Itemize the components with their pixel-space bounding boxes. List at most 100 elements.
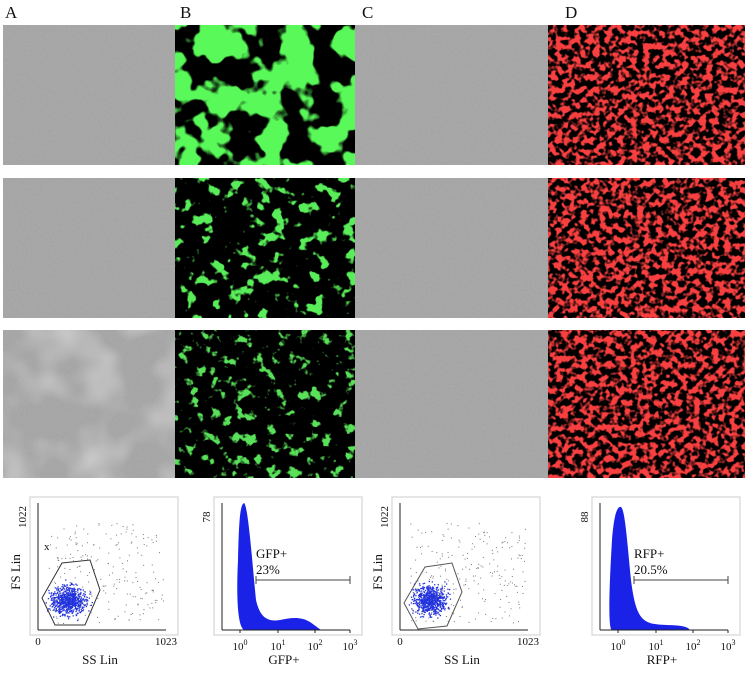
event <box>72 594 75 597</box>
event <box>64 585 66 587</box>
event <box>434 612 437 615</box>
event <box>91 601 93 604</box>
event <box>66 593 69 595</box>
event <box>66 615 69 617</box>
event <box>430 594 433 597</box>
event <box>429 615 431 617</box>
event <box>433 595 436 598</box>
event <box>54 592 56 595</box>
event <box>421 587 423 589</box>
event <box>143 537 145 539</box>
event <box>87 558 89 560</box>
event <box>418 583 421 585</box>
event <box>65 596 68 599</box>
event <box>421 590 423 592</box>
event <box>508 601 510 603</box>
event <box>88 610 90 612</box>
event <box>426 586 428 588</box>
event <box>434 603 436 605</box>
event <box>427 586 429 589</box>
event <box>60 601 63 603</box>
event <box>429 588 432 590</box>
event <box>143 543 145 545</box>
event <box>64 593 67 596</box>
event <box>71 594 74 596</box>
event <box>428 612 431 614</box>
event <box>90 604 92 606</box>
event <box>422 598 424 601</box>
event <box>453 605 455 607</box>
event <box>424 603 427 606</box>
event <box>419 590 421 592</box>
event <box>70 611 72 613</box>
event <box>62 613 64 615</box>
event <box>51 606 53 608</box>
event <box>57 601 59 604</box>
event <box>438 613 440 616</box>
event <box>52 604 55 606</box>
event <box>132 529 134 531</box>
event <box>429 587 431 589</box>
event <box>431 602 433 604</box>
event <box>463 584 465 586</box>
event <box>71 589 73 591</box>
event <box>70 595 72 597</box>
event <box>65 612 67 614</box>
event <box>439 593 441 595</box>
event <box>450 537 452 539</box>
event <box>438 567 440 569</box>
event <box>72 611 74 614</box>
event <box>45 602 47 604</box>
event <box>74 592 76 594</box>
panel-label: C <box>362 3 373 22</box>
event <box>83 595 86 597</box>
event <box>428 580 430 583</box>
event <box>433 609 436 611</box>
event <box>68 588 70 590</box>
percent-label: 23% <box>256 562 280 577</box>
event <box>423 582 426 584</box>
event <box>66 609 68 611</box>
event <box>439 575 441 577</box>
event <box>84 614 86 616</box>
event <box>75 583 77 585</box>
event <box>65 598 68 600</box>
event <box>67 598 69 600</box>
event <box>474 575 476 577</box>
event <box>69 607 71 609</box>
event <box>427 591 429 593</box>
event <box>56 618 58 620</box>
event <box>66 599 69 601</box>
fluorescence <box>175 330 355 478</box>
event <box>70 539 72 541</box>
event <box>79 604 82 606</box>
event <box>489 563 491 565</box>
event <box>68 607 70 609</box>
event <box>74 597 76 599</box>
event <box>88 572 90 574</box>
event <box>433 591 435 594</box>
event <box>519 555 521 557</box>
event <box>56 589 58 591</box>
event <box>77 597 79 600</box>
event <box>513 568 515 570</box>
event <box>51 602 54 604</box>
event <box>484 600 486 602</box>
event <box>429 599 431 602</box>
event <box>151 539 153 541</box>
event <box>440 601 442 603</box>
event <box>413 597 416 600</box>
event <box>98 523 100 525</box>
event <box>412 602 415 605</box>
event <box>433 590 435 592</box>
event <box>53 600 55 603</box>
event <box>499 578 501 580</box>
event <box>59 600 61 602</box>
event <box>440 599 442 602</box>
event <box>60 605 62 607</box>
event <box>64 615 66 617</box>
event <box>71 591 73 593</box>
event <box>413 600 415 602</box>
event <box>54 596 56 599</box>
